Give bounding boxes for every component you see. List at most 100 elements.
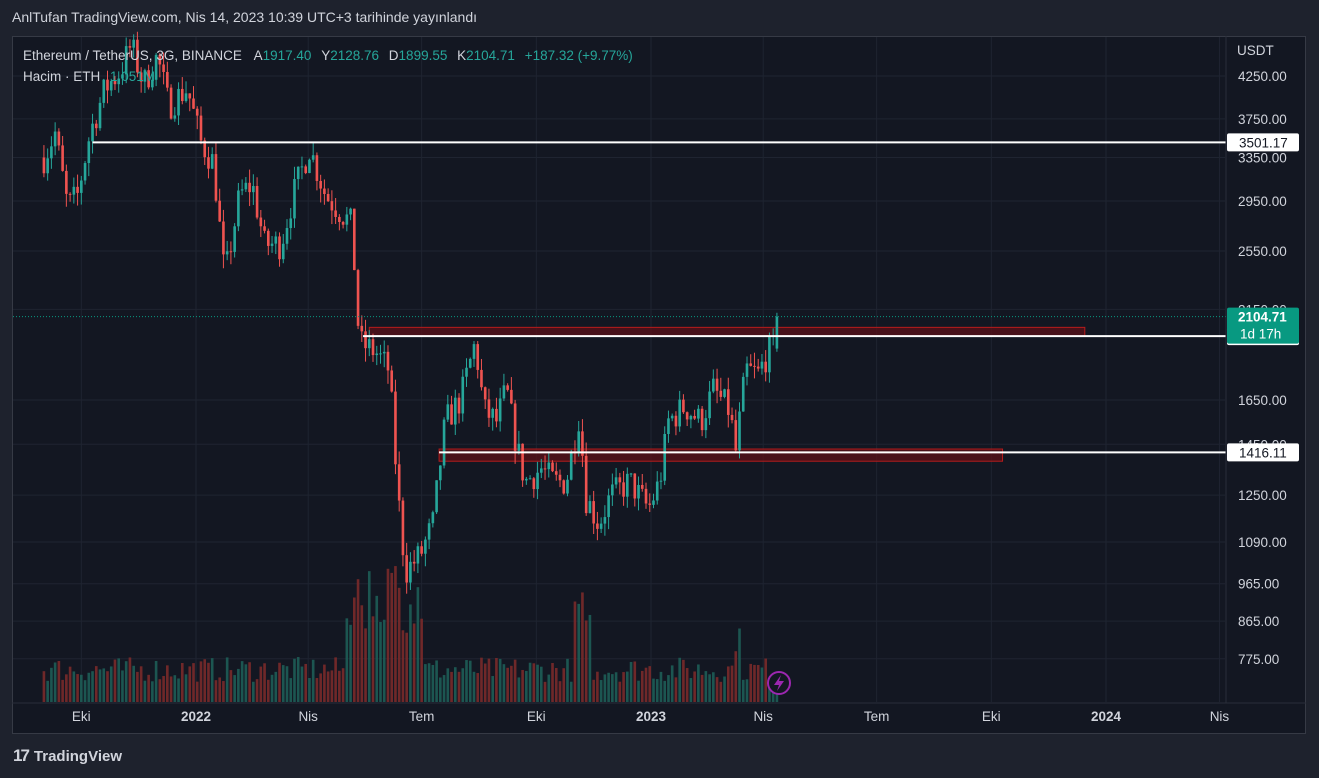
candle-body [461, 376, 465, 414]
volume-bar [72, 671, 76, 702]
candle-body [629, 473, 633, 475]
volume-bar [233, 675, 236, 702]
volume-bar [420, 618, 423, 702]
candle-body [192, 98, 195, 109]
candle-body [592, 501, 595, 524]
volume-bar [723, 676, 726, 702]
volume-bar [285, 666, 289, 702]
candle-body [319, 180, 322, 189]
volume-bar [431, 664, 435, 702]
candle-body [180, 88, 184, 102]
volume-bar [124, 661, 128, 702]
candle-body [457, 397, 461, 414]
low-value: 1899.55 [398, 48, 448, 63]
candle-body [162, 64, 165, 72]
volume-bar [341, 668, 345, 702]
volume-bar [487, 658, 491, 702]
candle-body [382, 351, 386, 354]
volume-bar [76, 674, 79, 702]
volume-bar [465, 660, 468, 702]
candle-body [143, 70, 147, 82]
volume-bar [91, 671, 94, 702]
volume-bar [453, 667, 457, 702]
tradingview-logo[interactable]: 17 TradingView [13, 746, 122, 766]
tradingview-logo-icon: 17 [13, 746, 30, 765]
volume-bar [745, 679, 749, 702]
volume-bar [308, 677, 311, 702]
candle-body [91, 123, 94, 142]
volume-bar [229, 670, 233, 702]
candle-body [117, 78, 121, 85]
candle-body [726, 389, 730, 415]
candle-body [401, 500, 405, 556]
candle-body [510, 389, 513, 404]
volume-bar [266, 679, 270, 702]
volume-bar [536, 664, 539, 702]
candle-body [640, 484, 644, 489]
candle-body [435, 480, 438, 513]
candle-body [569, 451, 573, 480]
candle-body [334, 210, 337, 217]
candle-body [409, 561, 412, 583]
close-key: K [457, 48, 467, 63]
chart-pane[interactable] [12, 36, 1306, 734]
candle-body [715, 378, 719, 391]
volume-bar [715, 677, 719, 702]
volume-bar [468, 660, 472, 702]
volume-bar [532, 663, 536, 702]
candle-body [102, 79, 106, 103]
candle-body [240, 189, 244, 191]
horizontal-levels [13, 141, 1226, 454]
level-price-label: 3501.17 [1239, 135, 1288, 150]
volume-bar [573, 601, 577, 702]
candle-body [293, 179, 296, 219]
candle-body [237, 190, 240, 227]
candle-body [158, 54, 162, 65]
volume-bar [382, 619, 386, 702]
volume-bar [689, 678, 693, 702]
volume-bar [607, 672, 610, 702]
candle-body [588, 501, 592, 514]
candle-body [753, 365, 756, 367]
volume-bar [151, 681, 154, 702]
candle-body [712, 378, 715, 392]
candle-body [278, 236, 281, 260]
volume-bar [375, 595, 379, 702]
volume-bar [712, 672, 715, 702]
volume-label[interactable]: Hacim · ETH [23, 69, 101, 84]
candle-body [80, 180, 83, 193]
volume-bar [278, 662, 281, 702]
volume-bar [252, 681, 255, 702]
candle-body [491, 408, 494, 418]
grid-lines [13, 37, 1225, 702]
candle-body [356, 270, 360, 326]
time-tick-label: Nis [1210, 709, 1230, 724]
candle-body [248, 182, 251, 193]
candle-body [68, 193, 72, 195]
volume-bar [760, 667, 764, 702]
candle-body [289, 218, 293, 229]
candle-body [349, 208, 352, 215]
symbol-title[interactable]: Ethereum / TetherUS, 3G, BINANCE [23, 48, 242, 63]
candle-body [738, 411, 741, 451]
volume-bar [424, 664, 427, 702]
candle-body [46, 158, 49, 174]
candle-body [166, 71, 169, 88]
volume-bar [697, 664, 700, 702]
candle-body [745, 363, 749, 377]
volume-bar [304, 663, 308, 702]
volume-bar [726, 666, 730, 702]
volume-bar [113, 659, 117, 702]
candle-body [558, 474, 562, 481]
volume-bar [356, 579, 360, 702]
volume-bar [513, 659, 517, 702]
volume-bar [147, 674, 150, 702]
volume-bar [61, 679, 64, 702]
lightning-icon[interactable] [767, 671, 791, 695]
volume-bar [401, 630, 405, 702]
candle-body [603, 517, 607, 524]
volume-bar [218, 677, 221, 702]
candle-body [371, 339, 375, 356]
